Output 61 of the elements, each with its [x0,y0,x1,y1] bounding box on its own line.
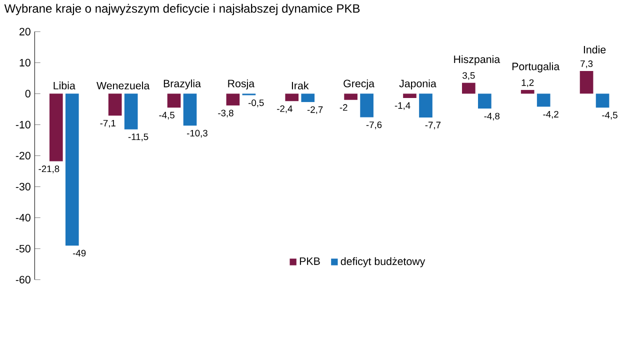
x-tick-label: Brazylia [164,79,201,90]
data-label: 1,2 [522,79,534,88]
legend-label: PKB [300,257,320,265]
x-tick-label: Japonia [399,79,436,90]
data-label: -10,3 [186,130,208,138]
y-tick-label: 0 [25,90,30,98]
data-label: -7,1 [100,120,116,128]
legend-label: deficyt budżetowy [340,257,426,268]
x-tick-label: Wenezuela [96,82,150,90]
bar [419,94,432,118]
y-tick-label: -60 [16,276,30,284]
y-tick-label: -10 [16,120,30,128]
bar [124,94,138,130]
data-label: -4,5 [602,112,618,120]
x-tick-label: Irak [292,82,309,90]
y-tick-label: -40 [16,214,30,222]
data-label: -4,2 [543,110,558,119]
y-tick-label: 20 [20,28,30,36]
bar [285,94,299,102]
bar [403,94,416,98]
x-tick-label: Hiszpania [454,55,500,66]
data-label: -49 [73,250,86,256]
x-tick-label: Rosja [228,79,255,90]
data-label: -7,7 [425,122,441,130]
bar [344,94,358,100]
x-tick-label: Portugalia [512,62,560,72]
x-tick-label: Indie [584,46,606,54]
bar [520,90,534,94]
bar [49,94,63,162]
data-label: 7,3 [580,60,593,68]
bar [167,94,181,108]
data-label: -3,8 [218,110,234,118]
data-label: -4,8 [484,112,500,121]
bar [108,94,122,116]
x-tick-label: Libia [54,82,76,90]
x-tick-label: Grecja [344,79,375,90]
data-label: -0,5 [248,100,264,108]
bar [478,94,492,109]
bar [360,94,374,118]
data-label: -11,5 [128,134,148,142]
y-tick-label: 10 [20,58,30,66]
bar [301,94,315,102]
data-label: 3,5 [462,72,475,80]
data-label: -2 [340,104,348,111]
data-label: -4,5 [159,112,174,120]
y-tick-label: -50 [16,244,30,252]
data-label: -2,4 [277,105,292,114]
y-tick-label: -20 [16,152,30,160]
data-label: -1,4 [394,102,410,110]
bar [183,94,197,126]
bar [65,94,79,246]
chart-title: Wybrane kraje o najwyższym deficycie i najsłabszej dynamice PKB [4,4,360,16]
bar [580,71,594,94]
data-label: -7,6 [366,122,382,130]
data-label: -21,8 [38,166,60,174]
data-label: -2,7 [307,106,323,114]
bar [596,94,610,108]
bar [536,94,550,107]
bar [462,82,476,94]
y-tick-label: -30 [16,182,30,190]
bar [226,94,240,106]
